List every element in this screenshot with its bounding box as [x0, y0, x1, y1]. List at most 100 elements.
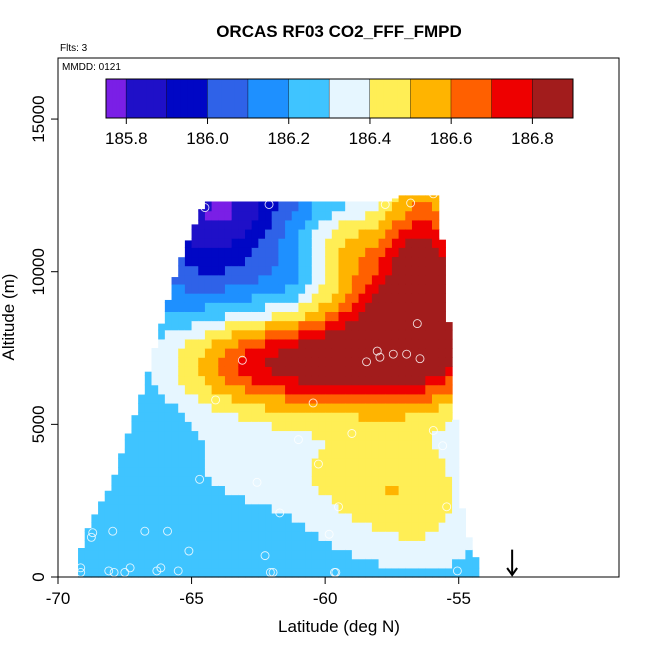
field-cell	[385, 302, 393, 312]
colorbar-swatch	[309, 79, 317, 118]
field-cell	[338, 238, 346, 248]
field-cell	[351, 311, 360, 322]
field-cell	[305, 439, 313, 450]
field-cell	[171, 439, 179, 450]
field-cell	[318, 375, 326, 386]
field-cell	[238, 412, 246, 422]
field-cell	[331, 302, 340, 312]
sample-point	[264, 200, 274, 209]
field-cell	[158, 494, 166, 505]
field-cell	[251, 457, 259, 468]
field-cell	[158, 375, 166, 386]
field-cell	[198, 549, 206, 560]
field-cell	[365, 247, 373, 258]
field-cell	[418, 247, 426, 258]
field-cell	[351, 522, 360, 532]
colorbar-swatch	[119, 79, 124, 118]
field-cell	[411, 320, 420, 331]
field-cell	[231, 247, 239, 258]
field-cell	[311, 320, 320, 331]
field-cell	[298, 329, 306, 340]
field-cell	[331, 503, 340, 514]
field-cell	[265, 201, 273, 212]
colorbar-swatch	[241, 79, 249, 118]
field-cell	[432, 293, 440, 303]
field-cell	[405, 195, 413, 203]
field-cell	[418, 338, 426, 349]
field-cell	[338, 512, 346, 523]
field-cell	[411, 567, 420, 578]
field-cell	[405, 366, 413, 377]
colorbar-swatch	[221, 79, 229, 118]
field-cell	[271, 210, 279, 221]
field-cell	[211, 393, 219, 404]
field-cell	[318, 256, 326, 267]
sample-point	[76, 567, 86, 577]
field-cell	[144, 402, 153, 413]
field-cell	[238, 558, 246, 569]
field-cell	[358, 228, 366, 239]
field-cell	[338, 366, 346, 377]
field-cell	[158, 567, 166, 578]
field-cell	[224, 421, 233, 432]
field-cell	[218, 494, 226, 505]
field-cell	[378, 412, 386, 422]
field-cell	[251, 338, 259, 349]
field-cell	[325, 302, 333, 312]
field-cell	[365, 457, 373, 468]
field-cell	[238, 338, 246, 349]
field-cell	[391, 210, 400, 221]
field-cell	[265, 375, 273, 386]
field-cell	[191, 348, 199, 358]
field-cell	[318, 522, 326, 532]
field-cell	[198, 320, 206, 331]
field-cell	[331, 256, 340, 267]
field-cell	[378, 558, 386, 569]
field-cell	[224, 439, 233, 450]
field-cell	[305, 219, 313, 230]
field-cell	[385, 210, 393, 221]
field-cell	[465, 549, 473, 560]
field-cell	[291, 302, 300, 312]
field-cell	[405, 567, 413, 578]
field-cell	[231, 238, 239, 248]
field-cell	[351, 348, 360, 358]
sample-point	[324, 529, 334, 539]
field-cell	[131, 476, 139, 487]
field-cell	[245, 494, 253, 505]
field-cell	[171, 512, 179, 523]
sample-point	[375, 352, 385, 362]
field-cell	[224, 540, 233, 551]
field-cell	[191, 531, 199, 541]
field-cell	[265, 393, 273, 404]
field-cell	[158, 402, 166, 413]
field-cell	[465, 558, 473, 569]
x-tick-label: -55	[446, 589, 471, 608]
field-cell	[358, 421, 366, 432]
field-cell	[418, 503, 426, 514]
field-cell	[198, 375, 206, 386]
field-cell	[198, 338, 206, 349]
field-cell	[425, 448, 433, 459]
field-cell	[311, 531, 320, 541]
field-cell	[111, 512, 119, 523]
field-cell	[398, 195, 406, 203]
field-cell	[131, 567, 139, 578]
field-cell	[305, 210, 313, 221]
field-cell	[84, 567, 92, 578]
field-cell	[358, 549, 366, 560]
sample-point	[442, 502, 452, 512]
field-cell	[178, 329, 186, 340]
field-cell	[432, 549, 440, 560]
field-cell	[245, 357, 253, 367]
field-cell	[291, 238, 300, 248]
colorbar-swatch	[207, 79, 215, 118]
field-cell	[178, 274, 186, 285]
field-cell	[271, 412, 279, 422]
field-cell	[351, 274, 360, 285]
field-cell	[204, 375, 213, 386]
colorbar-swatch	[417, 79, 425, 118]
field-cell	[418, 430, 426, 441]
field-cell	[124, 448, 133, 459]
field-cell	[151, 439, 159, 450]
